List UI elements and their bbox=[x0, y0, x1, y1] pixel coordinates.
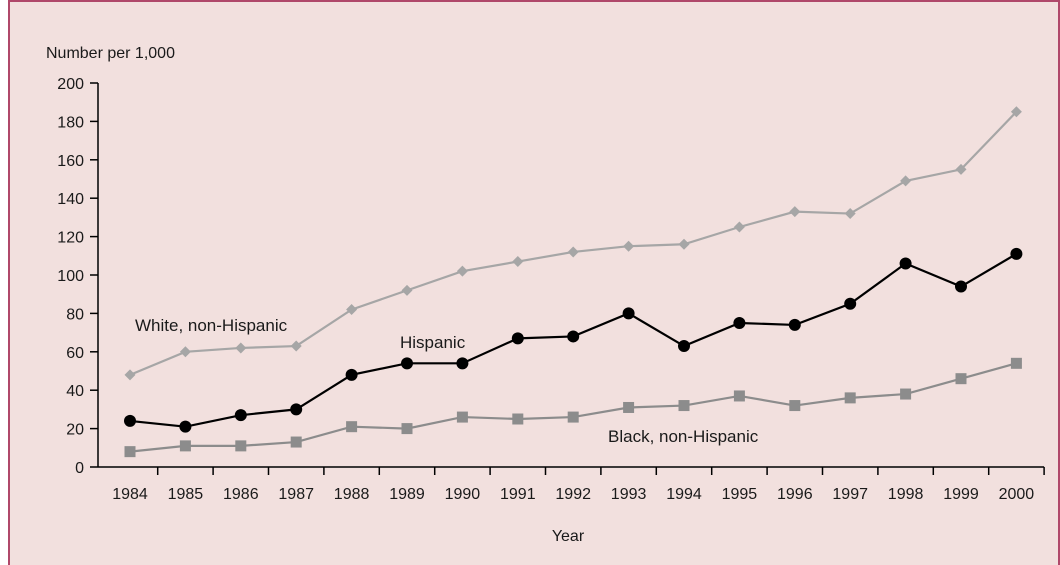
data-point bbox=[623, 401, 635, 413]
x-tick-label: 1988 bbox=[334, 486, 370, 503]
series-label-white: White, non-Hispanic bbox=[135, 316, 288, 335]
y-tick-label: 40 bbox=[66, 383, 84, 400]
y-tick-label: 100 bbox=[57, 268, 84, 285]
data-point bbox=[512, 413, 524, 425]
data-point bbox=[899, 257, 912, 270]
series-line bbox=[129, 362, 1017, 453]
x-tick-label: 1987 bbox=[278, 486, 314, 503]
x-tick-label: 1986 bbox=[223, 486, 259, 503]
y-axis-title: Number per 1,000 bbox=[46, 45, 175, 62]
data-point bbox=[955, 280, 967, 293]
series-2 bbox=[124, 357, 1022, 458]
data-point bbox=[567, 246, 579, 258]
x-tick-label: 1985 bbox=[168, 486, 204, 503]
data-point bbox=[234, 409, 247, 422]
x-tick-label: 2000 bbox=[999, 486, 1035, 503]
y-tick-label: 160 bbox=[57, 153, 84, 170]
data-point bbox=[678, 238, 690, 250]
data-point bbox=[290, 436, 302, 448]
x-tick-label: 1993 bbox=[611, 486, 647, 503]
data-point bbox=[900, 388, 912, 400]
data-point bbox=[179, 440, 191, 452]
data-point bbox=[1010, 357, 1022, 369]
data-point bbox=[678, 340, 690, 353]
y-tick-label: 140 bbox=[57, 191, 84, 208]
data-point bbox=[844, 297, 857, 310]
x-tick-label: 1990 bbox=[445, 486, 481, 503]
data-point bbox=[733, 390, 745, 402]
data-point bbox=[124, 446, 136, 458]
data-point bbox=[124, 369, 136, 381]
series-layer bbox=[124, 106, 1023, 458]
data-point bbox=[401, 423, 413, 435]
x-tick-label: 1999 bbox=[943, 486, 979, 503]
data-point bbox=[235, 440, 247, 452]
y-tick-label: 0 bbox=[75, 460, 84, 477]
x-tick-label: 1991 bbox=[500, 486, 536, 503]
data-point bbox=[456, 411, 468, 423]
data-point bbox=[1010, 247, 1023, 260]
data-point bbox=[622, 307, 635, 320]
x-tick-label: 1994 bbox=[666, 486, 702, 503]
data-point bbox=[124, 414, 136, 427]
data-point bbox=[567, 330, 580, 343]
data-point bbox=[512, 256, 524, 268]
y-tick-label: 80 bbox=[66, 306, 84, 323]
data-point bbox=[345, 368, 358, 381]
chart-panel bbox=[8, 0, 1060, 565]
data-point bbox=[678, 400, 690, 412]
y-tick-label: 60 bbox=[66, 345, 84, 362]
axes: 0 20 40 60 80 100 120 140 160 180 200 1984 1985 1986 1… bbox=[57, 76, 1045, 503]
x-tick-label: 1998 bbox=[888, 486, 924, 503]
data-point bbox=[401, 284, 413, 296]
data-point bbox=[179, 420, 192, 433]
series-1 bbox=[124, 247, 1023, 433]
x-tick-label: 1989 bbox=[389, 486, 425, 503]
data-point bbox=[179, 346, 191, 358]
y-tick-label: 200 bbox=[57, 76, 84, 93]
y-tick-label: 180 bbox=[57, 114, 84, 131]
data-point bbox=[401, 357, 413, 370]
data-point bbox=[789, 206, 801, 218]
data-point bbox=[456, 357, 469, 370]
x-tick-label: 1992 bbox=[555, 486, 591, 503]
series-label-hispanic: Hispanic bbox=[400, 333, 466, 352]
data-point bbox=[733, 221, 745, 233]
data-point bbox=[955, 163, 967, 175]
x-axis-title: Year bbox=[552, 528, 585, 545]
x-tick-label: 1997 bbox=[832, 486, 868, 503]
data-point bbox=[511, 332, 524, 345]
series-label-black: Black, non-Hispanic bbox=[608, 427, 759, 446]
data-point bbox=[1010, 106, 1022, 118]
data-point bbox=[290, 340, 302, 352]
y-tick-label: 120 bbox=[57, 230, 84, 247]
data-point bbox=[844, 392, 856, 404]
series-0 bbox=[124, 106, 1022, 381]
data-point bbox=[456, 265, 468, 277]
data-point bbox=[346, 304, 358, 316]
data-point bbox=[788, 318, 801, 331]
x-tick-label: 1995 bbox=[722, 486, 758, 503]
y-tick-label: 20 bbox=[66, 422, 84, 439]
x-tick-label: 1984 bbox=[112, 486, 148, 503]
data-point bbox=[346, 421, 358, 433]
data-point bbox=[955, 373, 967, 385]
data-point bbox=[290, 403, 303, 416]
data-point bbox=[567, 411, 579, 423]
data-point bbox=[844, 208, 856, 220]
data-point bbox=[235, 342, 247, 354]
data-point bbox=[733, 317, 746, 329]
data-point bbox=[789, 400, 801, 412]
data-point bbox=[623, 240, 635, 252]
x-tick-label: 1996 bbox=[777, 486, 813, 503]
data-point bbox=[900, 175, 912, 187]
